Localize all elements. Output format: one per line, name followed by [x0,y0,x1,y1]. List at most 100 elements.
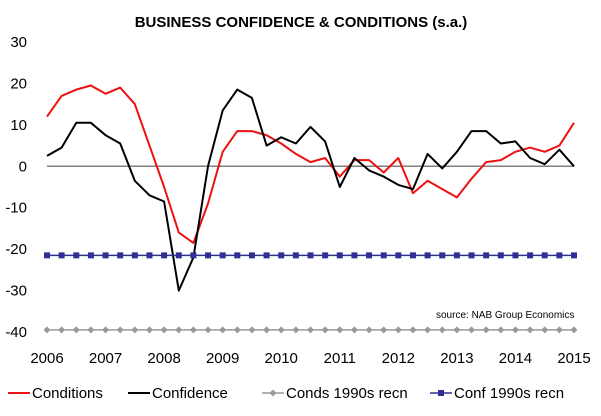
data-point [161,252,168,259]
data-point [307,252,314,259]
data-point [263,252,270,259]
data-point [87,252,94,259]
data-point [541,252,548,259]
x-tick-label: 2007 [89,350,122,367]
series-conditions [46,84,575,244]
x-tick-label: 2013 [440,350,473,367]
data-point [43,326,51,334]
data-point [453,252,460,259]
data-point [527,252,534,259]
legend-label: Conditions [32,385,103,402]
data-point [189,326,197,334]
legend-marker [269,389,277,397]
data-point [571,252,577,259]
data-point [131,252,138,259]
data-point [556,252,563,259]
data-point [146,252,153,259]
data-point [44,252,50,259]
data-point [219,252,226,259]
y-tick-label: -30 [5,283,27,300]
data-point [190,252,197,259]
data-point [73,252,80,259]
series-confidence [46,88,575,292]
legend-item-conditions: Conditions [8,385,103,402]
data-point [438,326,446,334]
legend-label: Conds 1990s recn [286,385,408,402]
data-point [277,326,285,334]
data-point [468,326,476,334]
legend-item-conf-1990s-recn: Conf 1990s recn [430,385,564,402]
legend-item-conds-1990s-recn: Conds 1990s recn [262,385,408,402]
x-tick-label: 2010 [265,350,298,367]
data-point [497,326,505,334]
data-point [175,326,183,334]
y-tick-label: 30 [10,34,27,51]
data-point [439,252,446,259]
x-tick-label: 2014 [499,350,532,367]
data-point [58,326,66,334]
series-line-conditions [46,84,575,244]
legend-label: Conf 1990s recn [454,385,564,402]
data-point [336,252,343,259]
data-point [248,326,256,334]
legend-label: Confidence [152,385,228,402]
data-point [322,252,329,259]
x-tick-label: 2011 [324,350,356,367]
data-point [365,326,373,334]
data-point [336,326,344,334]
x-tick-label: 2006 [30,350,63,367]
y-tick-label: 10 [10,117,27,134]
data-point [116,326,124,334]
data-point [205,252,212,259]
data-point [409,326,417,334]
data-point [233,326,241,334]
x-tick-label: 2012 [382,350,415,367]
legend-marker [438,390,444,396]
data-point [394,326,402,334]
data-point [292,326,300,334]
x-tick-label: 2015 [557,350,590,367]
series-conf-1990s-recn [44,252,577,259]
data-point [350,326,358,334]
data-point [160,326,168,334]
x-tick-label: 2008 [147,350,180,367]
data-point [351,252,358,259]
data-point [87,326,95,334]
y-tick-label: -40 [5,324,27,341]
data-point [321,326,329,334]
data-point [248,252,255,259]
x-axis: 2006 2007 2008 2009 2010 2011 2012 2013 2014 2015 [30,350,590,367]
data-point [72,326,80,334]
y-tick-label: -10 [5,200,27,217]
y-tick-label: -20 [5,241,27,258]
plot-area [43,84,578,334]
legend: Conditions Confidence Conds 1990s recn Conf… [8,385,564,402]
data-point [570,326,578,334]
data-point [409,252,416,259]
data-point [541,326,549,334]
data-point [395,252,402,259]
data-point [526,326,534,334]
data-point [511,326,519,334]
y-tick-label: 0 [19,158,27,175]
data-point [453,326,461,334]
data-point [263,326,271,334]
data-point [483,252,490,259]
data-point [278,252,285,259]
series-conds-1990s-recn [43,326,578,334]
data-point [380,252,387,259]
legend-item-confidence: Confidence [128,385,228,402]
data-point [58,252,65,259]
chart-title: BUSINESS CONFIDENCE & CONDITIONS (s.a.) [135,14,468,31]
data-point [292,252,299,259]
data-point [102,252,109,259]
data-point [145,326,153,334]
data-point [307,326,314,334]
data-point [234,252,241,259]
data-point [131,326,139,334]
data-point [512,252,519,259]
data-point [555,326,563,334]
source-note: source: NAB Group Economics [436,310,574,321]
data-point [204,326,212,334]
